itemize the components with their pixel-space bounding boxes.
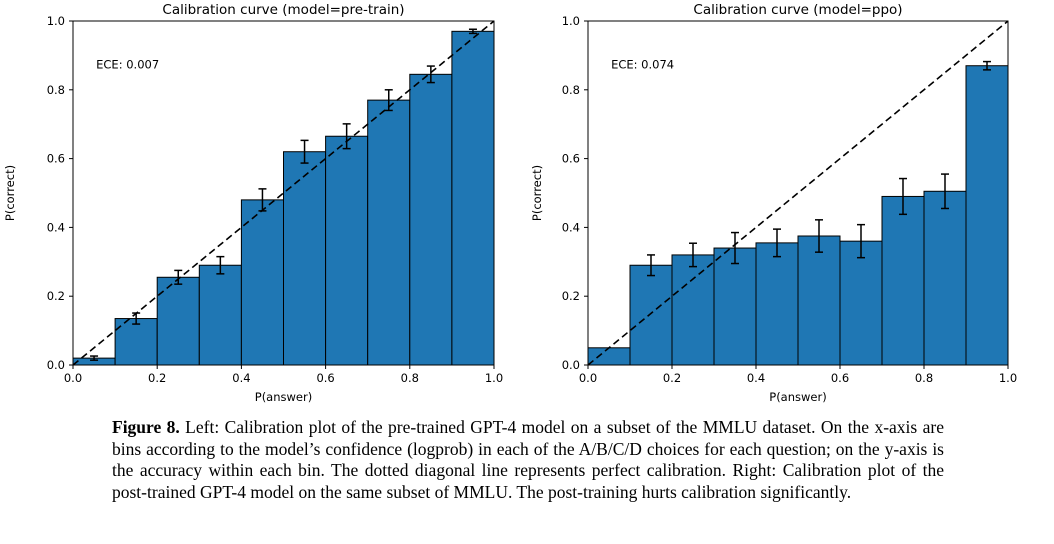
histogram-bar [629, 264, 673, 366]
charts-row: 0.0 0.2 0.4 0.6 0.8 1.0 0.0 0.2 0.4 0.6 0.8 1.0 Cali… [3, 2, 1017, 404]
histogram-bar [713, 247, 757, 366]
figure-caption: Figure 8. Left: Calibration plot of the … [112, 417, 944, 503]
histogram-bar [965, 65, 1009, 366]
histogram-bar [409, 73, 453, 366]
y-tick-label: 0.8 [47, 83, 65, 97]
perfect-calibration-line [587, 20, 1009, 366]
y-tick-label: 0.4 [47, 220, 65, 234]
histogram-bar [325, 135, 369, 366]
y-axis-label: P(correct) [530, 165, 544, 221]
x-axis-label: P(answer) [769, 390, 826, 404]
plot-border [72, 20, 495, 366]
plot-border [587, 20, 1009, 366]
y-tick-label: 0.2 [47, 289, 65, 303]
histogram-bar [671, 254, 715, 366]
x-tick-label: 0.8 [915, 371, 933, 385]
y-tick-label: 0.4 [562, 220, 580, 234]
x-tick-label: 0.0 [579, 371, 597, 385]
x-tick-label: 0.0 [64, 371, 82, 385]
x-tick-label: 0.4 [232, 371, 250, 385]
x-tick-label: 0.2 [663, 371, 681, 385]
histogram-bar [240, 199, 284, 366]
histogram-bar [283, 151, 327, 366]
histogram-bar [198, 264, 242, 366]
y-tick-label: 1.0 [562, 14, 580, 28]
chart-title: Calibration curve (model=pre-train) [162, 2, 404, 18]
ece-annotation: ECE: 0.074 [611, 57, 674, 71]
histogram-bar [881, 195, 925, 366]
histogram-bar [797, 235, 841, 366]
histogram-bar [839, 240, 883, 366]
ece-annotation: ECE: 0.007 [96, 57, 159, 71]
x-tick-label: 0.4 [747, 371, 765, 385]
calibration-chart-ppo: 0.0 0.2 0.4 0.6 0.8 1.0 0.0 0.2 0.4 0.6 0.8 1.0 Cali… [530, 2, 1017, 404]
histogram-bar [367, 99, 411, 366]
histogram-bar [755, 242, 799, 366]
y-tick-label: 1.0 [47, 14, 65, 28]
y-tick-label: 0.8 [562, 83, 580, 97]
histogram-bar [923, 190, 967, 366]
caption-text: Left: Calibration plot of the pre-traine… [112, 417, 944, 502]
x-axis-label: P(answer) [255, 390, 312, 404]
y-tick-label: 0.6 [47, 152, 65, 166]
y-axis-label: P(correct) [3, 165, 17, 221]
x-tick-label: 1.0 [485, 371, 503, 385]
x-tick-label: 0.8 [401, 371, 419, 385]
x-tick-label: 0.6 [831, 371, 849, 385]
x-tick-label: 0.6 [316, 371, 334, 385]
x-tick-label: 0.2 [148, 371, 166, 385]
histogram-bar [156, 276, 200, 366]
histogram-bar [451, 30, 495, 366]
y-tick-label: 0.0 [47, 358, 65, 372]
y-tick-label: 0.0 [562, 358, 580, 372]
histogram-bar [114, 318, 158, 366]
perfect-calibration-line [72, 20, 495, 366]
caption-label: Figure 8. [112, 417, 180, 437]
x-tick-label: 1.0 [999, 371, 1017, 385]
histogram-bar [587, 347, 631, 366]
y-tick-label: 0.2 [562, 289, 580, 303]
calibration-chart-pretrain: 0.0 0.2 0.4 0.6 0.8 1.0 0.0 0.2 0.4 0.6 0.8 1.0 Cali… [3, 2, 503, 404]
y-tick-label: 0.6 [562, 152, 580, 166]
chart-title: Calibration curve (model=ppo) [693, 2, 902, 18]
